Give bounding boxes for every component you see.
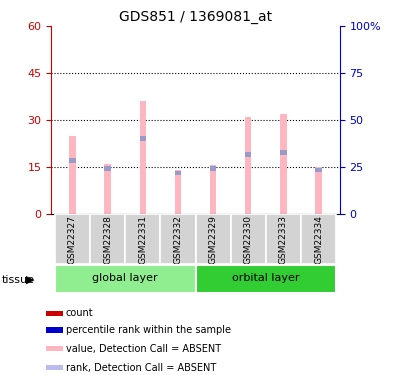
Bar	[47, 311, 64, 316]
Bar	[316, 167, 322, 214]
Bar	[175, 170, 181, 214]
FancyBboxPatch shape	[55, 265, 196, 293]
Text: GSM22334: GSM22334	[314, 214, 323, 264]
Text: GSM22333: GSM22333	[279, 214, 288, 264]
Bar	[47, 327, 64, 333]
Text: GSM22327: GSM22327	[68, 214, 77, 264]
Text: GSM22330: GSM22330	[244, 214, 253, 264]
Text: rank, Detection Call = ABSENT: rank, Detection Call = ABSENT	[66, 363, 216, 372]
Text: value, Detection Call = ABSENT: value, Detection Call = ABSENT	[66, 344, 221, 354]
Bar	[139, 101, 146, 214]
Bar	[280, 150, 287, 155]
FancyBboxPatch shape	[125, 214, 160, 264]
Text: GSM22331: GSM22331	[138, 214, 147, 264]
FancyBboxPatch shape	[196, 214, 231, 264]
Bar	[104, 164, 111, 214]
Text: count: count	[66, 309, 94, 318]
Bar	[69, 158, 75, 163]
Bar	[104, 166, 111, 171]
Bar	[280, 114, 287, 214]
FancyBboxPatch shape	[266, 214, 301, 264]
Bar	[245, 117, 252, 214]
FancyBboxPatch shape	[160, 214, 196, 264]
Bar	[69, 136, 75, 214]
Bar	[47, 346, 64, 351]
Text: percentile rank within the sample: percentile rank within the sample	[66, 325, 231, 335]
Title: GDS851 / 1369081_at: GDS851 / 1369081_at	[119, 10, 272, 24]
Bar	[210, 166, 216, 171]
FancyBboxPatch shape	[301, 214, 336, 264]
Text: GSM22329: GSM22329	[209, 214, 218, 264]
Text: global layer: global layer	[92, 273, 158, 284]
Bar	[47, 365, 64, 370]
Bar	[316, 168, 322, 172]
Bar	[210, 165, 216, 214]
Bar	[245, 152, 252, 157]
FancyBboxPatch shape	[196, 265, 336, 293]
Bar	[139, 136, 146, 141]
FancyBboxPatch shape	[231, 214, 266, 264]
Text: tissue: tissue	[2, 275, 35, 285]
Text: ▶: ▶	[26, 275, 34, 285]
Text: GSM22328: GSM22328	[103, 214, 112, 264]
Text: orbital layer: orbital layer	[232, 273, 299, 284]
FancyBboxPatch shape	[55, 214, 90, 264]
Bar	[175, 171, 181, 176]
Text: GSM22332: GSM22332	[173, 214, 182, 264]
FancyBboxPatch shape	[90, 214, 125, 264]
